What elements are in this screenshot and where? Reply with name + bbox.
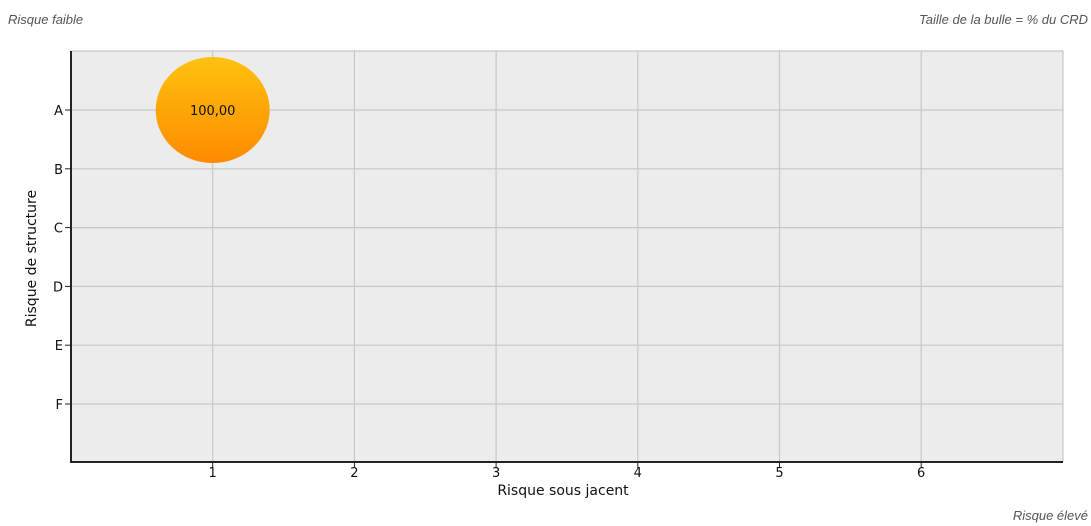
bubble-label-0: 100,00 [190,104,236,119]
y-tick-label-E: E [55,339,63,354]
bubble-size-note: Taille de la bulle = % du CRD [919,12,1088,27]
axes [70,51,1063,463]
x-tick-label-2: 2 [350,466,358,481]
y-tick-label-D: D [53,280,63,295]
high-risk-note: Risque élevé [1012,508,1088,523]
y-tick-label-A: A [54,104,63,119]
tick-labels: 1 2 3 4 5 6 A B C D E F [53,104,925,481]
x-tick-label-6: 6 [917,466,925,481]
low-risk-note: Risque faible [8,12,84,27]
x-tick-label-4: 4 [634,466,642,481]
x-tick-label-5: 5 [775,466,783,481]
x-tick-label-3: 3 [492,466,500,481]
bubbles: 100,00 [155,56,270,164]
y-tick-label-F: F [56,398,63,413]
x-tick-label-1: 1 [209,466,217,481]
y-tick-label-C: C [54,222,63,237]
y-axis-title: Risque de structure [24,190,40,327]
y-tick-label-B: B [54,163,63,178]
x-axis-title: Risque sous jacent [497,483,629,499]
bubble-0[interactable] [155,56,270,164]
